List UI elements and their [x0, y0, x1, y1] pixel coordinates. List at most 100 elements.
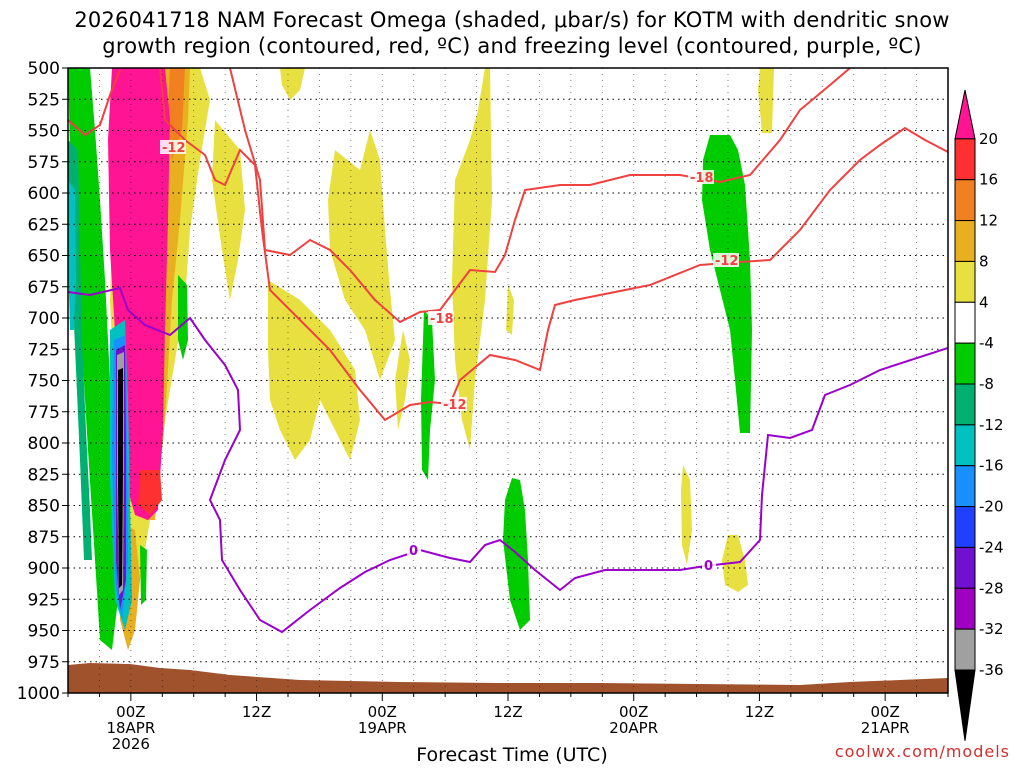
red-contour-label: -12	[715, 254, 739, 269]
time-tick-label: 18APR	[106, 719, 155, 737]
pressure-label: 725	[28, 340, 60, 360]
pressure-label: 950	[28, 622, 60, 642]
pressure-label: 750	[28, 372, 60, 392]
colorbar-segment	[954, 465, 976, 508]
time-tick-label: 12Z	[242, 703, 271, 721]
colorbar-segment	[954, 424, 976, 467]
pressure-label: 700	[28, 309, 60, 329]
pressure-label: 675	[28, 278, 60, 298]
pressure-label: 850	[28, 497, 60, 517]
red-contour-line	[68, 69, 121, 137]
pressure-label: 825	[28, 465, 60, 485]
colorbar-label: -16	[979, 457, 1004, 475]
time-tick-label: 12Z	[745, 703, 774, 721]
colorbar-segment	[954, 342, 976, 385]
time-tick-label: 21APR	[861, 719, 910, 737]
omega-region-downward-4	[140, 545, 147, 605]
contour-label-bg	[713, 253, 739, 267]
omega-region-upward-4	[280, 68, 305, 100]
time-tick-label: 2026	[112, 735, 150, 753]
time-tick-label: 00Z	[870, 703, 899, 721]
omega-region-upward-16	[138, 470, 162, 515]
chart-title-line-1: 2026041718 NAM Forecast Omega (shaded, μ…	[74, 8, 950, 32]
contour-label-bg	[160, 140, 186, 154]
red-contour-label: -12	[162, 141, 186, 156]
colorbar-label: -4	[979, 334, 994, 352]
pressure-label: 500	[28, 59, 60, 79]
omega-region-downward-4	[178, 275, 188, 360]
contour-label-bg	[702, 558, 716, 572]
omega-region-upward-4	[681, 465, 692, 565]
red-contour-label: -18	[690, 171, 714, 186]
colorbar-label: 8	[979, 252, 989, 270]
omega-region-upward-4	[212, 120, 245, 300]
shaded-omega-field	[68, 68, 948, 693]
x-axis-title: Forecast Time (UTC)	[416, 744, 608, 766]
pressure-label: 775	[28, 403, 60, 423]
colorbar-label: 20	[979, 130, 998, 148]
surface-terrain	[68, 663, 948, 693]
pressure-label: 800	[28, 434, 60, 454]
pressure-label: 575	[28, 153, 60, 173]
omega-region-upward-4	[328, 130, 395, 380]
colorbar-segment	[954, 89, 976, 140]
pressure-label: 625	[28, 215, 60, 235]
contour-label-bg	[688, 170, 714, 184]
omega-region-upward-4	[758, 68, 774, 133]
omega-region-upward-4	[506, 285, 514, 335]
time-tick-label: 12Z	[493, 703, 522, 721]
pressure-label: 900	[28, 559, 60, 579]
contour-label-bg	[441, 397, 467, 411]
omega-region-upward-4	[268, 280, 360, 460]
purple-contour-label: 0	[409, 544, 418, 559]
colorbar-segment	[954, 138, 976, 181]
colorbar-segment	[954, 301, 976, 344]
colorbar-segment	[954, 628, 976, 671]
colorbar-label: -8	[979, 375, 994, 393]
red-contour-line	[229, 68, 851, 324]
pressure-axis: 500 525 550 575 600 625 650 675 700 725 750 775 800 8…	[17, 59, 68, 704]
colorbar-segment	[954, 587, 976, 630]
colorbar-label: -20	[979, 498, 1004, 516]
colorbar-label: -12	[979, 416, 1004, 434]
omega-region-downward-4	[421, 310, 435, 480]
colorbar-label: -28	[979, 579, 1004, 597]
colorbar-label: -36	[979, 661, 1004, 679]
colorbar-segment	[954, 506, 976, 548]
red-contour-line	[159, 68, 948, 422]
colorbar: 20 16 12 8 4 -4 -8 -12 -16 -20 -24 -28 -32 -36	[954, 89, 1004, 741]
red-contour-label: -12	[443, 398, 467, 413]
colorbar-segment	[954, 383, 976, 426]
time-tick-label: 19APR	[358, 719, 407, 737]
time-gridlines	[99, 68, 917, 693]
omega-region-upward-12	[168, 68, 185, 160]
credit-link[interactable]: coolwx.com/models	[834, 742, 1010, 761]
colorbar-segment	[954, 179, 976, 222]
time-tick-label: 00Z	[116, 703, 145, 721]
colorbar-label: -24	[979, 538, 1004, 556]
pressure-label: 650	[28, 247, 60, 267]
pressure-label: 975	[28, 653, 60, 673]
pressure-label: 525	[28, 90, 60, 110]
colorbar-segment	[954, 260, 976, 303]
pressure-label: 600	[28, 184, 60, 204]
purple-contour-line	[86, 64, 92, 66]
omega-region-downward-4	[702, 135, 752, 433]
time-tick-label: 20APR	[609, 719, 658, 737]
pressure-label: 1000	[17, 684, 60, 704]
omega-region-upward-4	[395, 330, 410, 430]
colorbar-label: 16	[979, 171, 998, 189]
time-tick-label: 00Z	[368, 703, 397, 721]
purple-contour-label: 0	[704, 559, 713, 574]
colorbar-label: 4	[979, 293, 989, 311]
colorbar-segment	[954, 669, 976, 741]
colorbar-label: -32	[979, 620, 1004, 638]
colorbar-label: 12	[979, 212, 998, 230]
pressure-label: 550	[28, 122, 60, 142]
pressure-label: 925	[28, 590, 60, 610]
colorbar-segment	[954, 220, 976, 262]
red-contour-label: -18	[430, 312, 454, 327]
omega-region-downward-4	[68, 68, 118, 650]
